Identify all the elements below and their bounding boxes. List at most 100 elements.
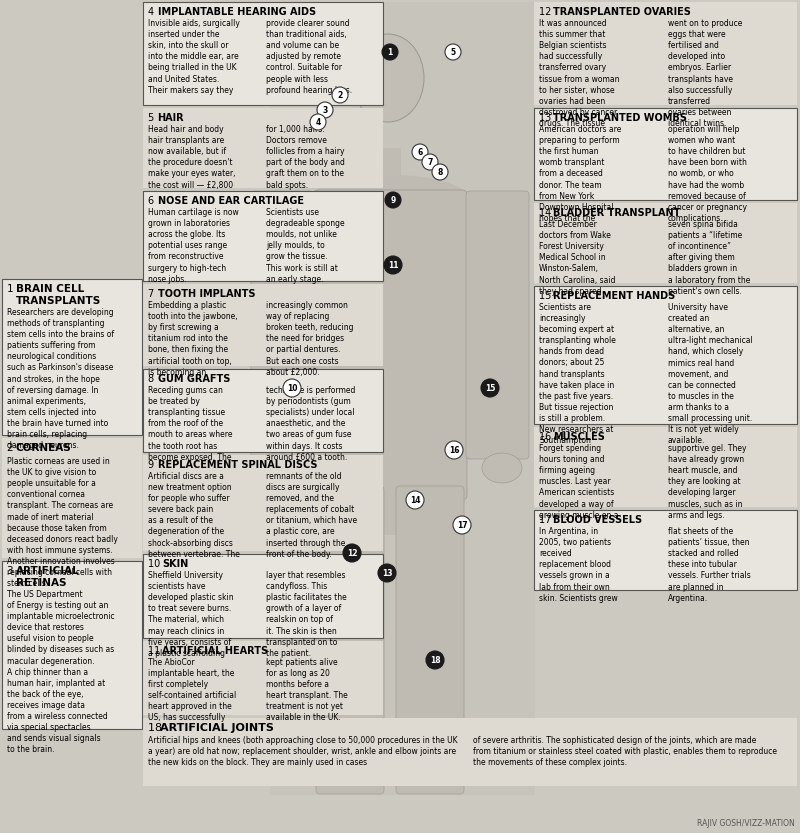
Bar (143, 2, 383, 105)
Bar (534, 286, 797, 424)
Text: 13: 13 (382, 569, 392, 578)
Text: Scientists are
increasingly
becoming expert at
transplanting whole
hands from de: Scientists are increasingly becoming exp… (539, 303, 616, 445)
Text: 14: 14 (539, 208, 554, 218)
Text: 8: 8 (438, 168, 442, 177)
Text: NOSE AND EAR CARTILAGE: NOSE AND EAR CARTILAGE (158, 196, 303, 206)
Text: Invisible aids, surgically
inserted under the
skin, into the skull or
into the m: Invisible aids, surgically inserted unde… (148, 19, 240, 95)
Text: BLOOD VESSELS: BLOOD VESSELS (553, 515, 642, 525)
Text: REPLACEMENT SPINAL DISCS: REPLACEMENT SPINAL DISCS (158, 460, 317, 470)
FancyBboxPatch shape (251, 191, 314, 459)
Text: 10: 10 (148, 559, 163, 569)
Bar (534, 2, 797, 105)
Text: 3: 3 (322, 106, 328, 115)
Text: 7: 7 (148, 289, 158, 299)
Text: GUM GRAFTS: GUM GRAFTS (158, 374, 230, 384)
Text: ARTIFICIAL HEARTS: ARTIFICIAL HEARTS (162, 646, 268, 656)
Circle shape (283, 379, 301, 397)
Text: 14: 14 (410, 496, 420, 505)
Circle shape (481, 379, 499, 397)
Text: 1: 1 (7, 284, 17, 294)
Text: increasingly common
way of replacing
broken teeth, reducing
the need for bridges: increasingly common way of replacing bro… (266, 301, 354, 377)
Text: 18: 18 (430, 656, 440, 665)
Text: 12: 12 (346, 549, 358, 558)
Bar (143, 284, 383, 366)
Text: 17: 17 (457, 521, 467, 530)
Circle shape (317, 102, 333, 118)
Text: SKIN: SKIN (162, 559, 188, 569)
Text: RAJIV GOSH/VIZZ-MATION: RAJIV GOSH/VIZZ-MATION (698, 819, 795, 828)
Text: Artificial hips and knees (both approaching close to 50,000 procedures in the UK: Artificial hips and knees (both approach… (148, 736, 458, 767)
Text: technique is performed
by periodontists (gum
specialists) under local
anaestheti: technique is performed by periodontists … (266, 386, 355, 461)
Text: Sheffield University
scientists have
developed plastic skin
to treat severe burn: Sheffield University scientists have dev… (148, 571, 234, 658)
Text: ARTIFICIAL JOINTS: ARTIFICIAL JOINTS (160, 723, 274, 733)
Text: IMPLANTABLE HEARING AIDS: IMPLANTABLE HEARING AIDS (158, 7, 316, 17)
Text: seven spina bifida
patients a “lifetime
of incontinence”
after giving them
bladd: seven spina bifida patients a “lifetime … (668, 220, 750, 296)
Circle shape (382, 44, 398, 60)
Ellipse shape (352, 34, 424, 122)
Text: 6: 6 (148, 196, 158, 206)
Text: 1: 1 (387, 48, 393, 57)
Bar (534, 108, 797, 200)
Text: REPLACEMENT HANDS: REPLACEMENT HANDS (553, 291, 675, 301)
Text: for 1,000 hairs.
Doctors remove
follicles from a hairy
part of the body and
graf: for 1,000 hairs. Doctors remove follicle… (266, 125, 345, 189)
FancyBboxPatch shape (313, 190, 467, 500)
FancyBboxPatch shape (396, 486, 464, 794)
Bar (534, 427, 797, 507)
Text: 12: 12 (539, 7, 554, 17)
Text: Receding gums can
be treated by
transplanting tissue
from the roof of the
mouth : Receding gums can be treated by transpla… (148, 386, 233, 461)
Text: supportive gel. They
have already grown
heart muscle, and
they are looking at
de: supportive gel. They have already grown … (668, 444, 746, 520)
Text: 17: 17 (539, 515, 554, 525)
Text: TRANSPLANTED OVARIES: TRANSPLANTED OVARIES (553, 7, 691, 17)
Circle shape (343, 544, 361, 562)
Ellipse shape (310, 175, 470, 225)
Circle shape (384, 256, 402, 274)
Text: layer that resembles
candyfloss. This
plastic facilitates the
growth of a layer : layer that resembles candyfloss. This pl… (266, 571, 346, 658)
Text: 4: 4 (148, 7, 158, 17)
Circle shape (378, 564, 396, 582)
Bar (2, 438, 142, 558)
FancyBboxPatch shape (466, 191, 529, 459)
Text: CORNEAS: CORNEAS (16, 443, 72, 453)
Bar (143, 641, 383, 715)
Text: 9: 9 (148, 460, 158, 470)
Text: 8: 8 (148, 374, 158, 384)
Bar (143, 108, 383, 188)
Circle shape (445, 441, 463, 459)
Text: 11: 11 (148, 646, 163, 656)
Text: The US Department
of Energy is testing out an
implantable microelectronic
device: The US Department of Energy is testing o… (7, 590, 114, 755)
Circle shape (310, 114, 326, 130)
FancyBboxPatch shape (316, 486, 384, 794)
Text: ARTIFICIAL
RETINAS: ARTIFICIAL RETINAS (16, 566, 80, 587)
Circle shape (445, 44, 461, 60)
Bar (143, 455, 383, 551)
Circle shape (332, 87, 348, 103)
Text: Head hair and body
hair transplants are
now available, but if
the procedure does: Head hair and body hair transplants are … (148, 125, 235, 189)
Circle shape (453, 516, 471, 534)
Text: TOOTH IMPLANTS: TOOTH IMPLANTS (158, 289, 255, 299)
Circle shape (422, 154, 438, 170)
Circle shape (412, 144, 428, 160)
Text: 7: 7 (427, 158, 433, 167)
Text: Artificial discs are a
new treatment option
for people who suffer
severe back pa: Artificial discs are a new treatment opt… (148, 472, 240, 559)
Text: In Argentina, in
2005, two patients
received
replacement blood
vessels grown in : In Argentina, in 2005, two patients rece… (539, 527, 618, 602)
Text: of severe arthritis. The sophisticated design of the joints, which are made
from: of severe arthritis. The sophisticated d… (473, 736, 777, 767)
Bar (143, 369, 383, 452)
Ellipse shape (258, 453, 298, 483)
Text: University have
created an
alternative, an
ultra-light mechanical
hand, which cl: University have created an alternative, … (668, 303, 753, 445)
Bar (2, 561, 142, 729)
Text: 11: 11 (388, 261, 398, 270)
Text: 6: 6 (418, 148, 422, 157)
Text: went on to produce
eggs that were
fertilised and
developed into
embryos. Earlier: went on to produce eggs that were fertil… (668, 19, 742, 128)
Bar (143, 718, 797, 786)
Text: 16: 16 (539, 432, 554, 442)
Text: It was announced
this summer that
Belgian scientists
had successfully
transferre: It was announced this summer that Belgia… (539, 19, 619, 128)
Text: provide clearer sound
than traditional aids,
and volume can be
adjusted by remot: provide clearer sound than traditional a… (266, 19, 352, 95)
Bar (534, 203, 797, 283)
Ellipse shape (315, 465, 465, 535)
Ellipse shape (482, 453, 522, 483)
Text: flat sheets of the
patients’ tissue, then
stacked and rolled
these into tubular
: flat sheets of the patients’ tissue, the… (668, 527, 750, 602)
Text: Human cartilage is now
grown in laboratories
across the globe. Its
potential use: Human cartilage is now grown in laborato… (148, 208, 238, 283)
Text: Scientists use
degradeable sponge
moulds, not unlike
jelly moulds, to
grow the t: Scientists use degradeable sponge moulds… (266, 208, 345, 283)
FancyBboxPatch shape (375, 148, 401, 188)
Text: HAIR: HAIR (158, 113, 184, 123)
